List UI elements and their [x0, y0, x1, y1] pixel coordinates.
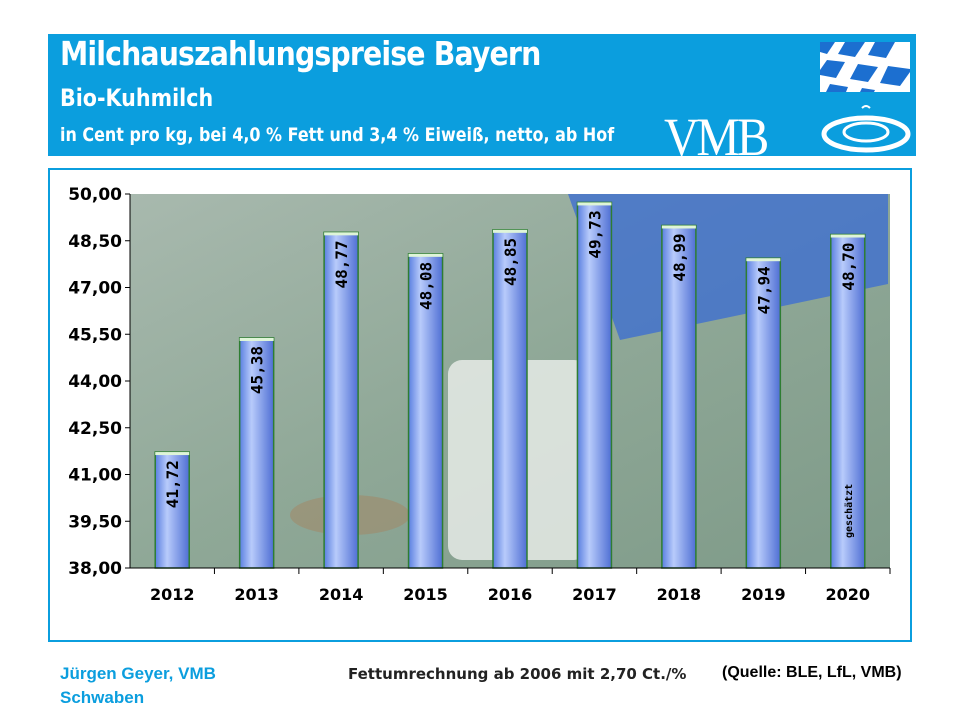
bar-top-highlight	[408, 253, 443, 257]
x-tick-label: 2013	[234, 585, 279, 604]
x-tick-label: 2015	[403, 585, 448, 604]
x-tick-label: 2016	[488, 585, 533, 604]
annotation-label: geschätzt	[844, 484, 855, 538]
bar-chart: 38,00 39,50 41,00 42,50 44,00 45,50 47,00 48,50…	[68, 185, 891, 604]
bar	[661, 224, 697, 569]
vmb-logo-text: VMB	[664, 107, 769, 167]
data-label: 48,85	[501, 238, 520, 286]
y-tick-label: 38,00	[68, 559, 122, 579]
bar-top-highlight	[830, 234, 865, 238]
y-tick-label: 44,00	[68, 372, 122, 392]
data-label: 48,70	[839, 243, 858, 291]
x-tick-label: 2012	[150, 585, 195, 604]
author-line2: Schwaben	[60, 688, 145, 707]
bar-top-highlight	[155, 452, 190, 456]
source-note: (Quelle: BLE, LfL, VMB)	[722, 664, 902, 681]
chart-subtitle: Bio-Kuhmilch	[60, 84, 214, 112]
data-label: 48,77	[332, 240, 351, 288]
bar	[576, 201, 613, 569]
y-tick-label: 45,50	[68, 325, 122, 345]
y-tick-label: 47,00	[68, 279, 122, 299]
chart-title: Milchauszahlungspreise Bayern	[60, 34, 541, 73]
x-tick-label: 2020	[826, 585, 871, 604]
data-label: 47,94	[754, 266, 773, 314]
bar	[323, 231, 359, 569]
bar	[238, 337, 275, 569]
author-line1: Jürgen Geyer, VMB	[60, 664, 216, 683]
chart-frame: 38,00 39,50 41,00 42,50 44,00 45,50 47,00 48,50…	[48, 168, 912, 642]
bar-top-highlight	[577, 202, 612, 206]
bar-top-highlight	[239, 337, 274, 341]
bar-top-highlight	[493, 229, 527, 233]
bar-top-highlight	[746, 258, 781, 262]
data-label: 48,08	[417, 262, 436, 310]
y-tick-label: 41,00	[68, 466, 122, 486]
y-tick-label: 42,50	[68, 419, 122, 439]
bar	[492, 229, 528, 569]
y-tick-label: 48,50	[68, 232, 122, 252]
data-label: 45,38	[248, 346, 267, 394]
bar-top-highlight	[661, 225, 696, 229]
y-tick-label: 39,50	[68, 512, 122, 532]
data-label: 41,72	[163, 460, 182, 508]
y-tick-label: 50,00	[68, 185, 122, 205]
header-banner: Milchauszahlungspreise Bayern Bio-Kuhmil…	[48, 34, 916, 167]
unit-line: in Cent pro kg, bei 4,0 % Fett und 3,4 %…	[60, 124, 615, 146]
data-label: 49,73	[585, 210, 604, 258]
bavarian-flag-icon	[820, 42, 910, 92]
x-tick-label: 2019	[741, 585, 786, 604]
x-tick-label: 2014	[319, 585, 364, 604]
data-label: 48,99	[670, 233, 689, 281]
x-tick-label: 2018	[657, 585, 702, 604]
vmb-logo-icon	[821, 105, 911, 153]
fat-conversion-note: Fettumrechnung ab 2006 mit 2,70 Ct./%	[348, 665, 687, 683]
bar-top-highlight	[324, 232, 359, 236]
x-tick-label: 2017	[572, 585, 617, 604]
